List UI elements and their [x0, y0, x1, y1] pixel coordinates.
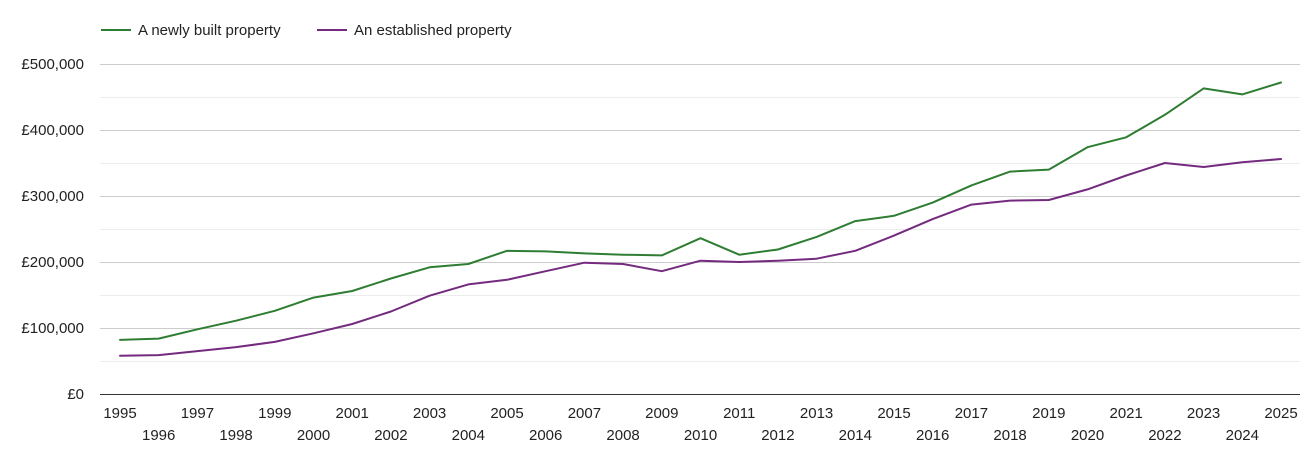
x-tick-label: 2016: [916, 427, 949, 444]
legend-label-established: An established property: [354, 22, 512, 39]
x-tick-label: 2024: [1226, 427, 1259, 444]
x-tick-label: 2017: [955, 405, 988, 422]
x-tick-label: 2019: [1032, 405, 1065, 422]
x-tick-label: 1997: [181, 405, 214, 422]
x-tick-label: 2011: [723, 405, 755, 422]
x-tick-label: 2002: [374, 427, 407, 444]
y-axis-ticks: £0 £100,000 £200,000 £300,000 £400,000 £500,0…: [21, 56, 84, 403]
x-tick-label: 2021: [1110, 405, 1143, 422]
x-tick-label: 2025: [1264, 405, 1297, 422]
series-line-new-build: [119, 81, 1282, 341]
x-tick-label: 1998: [219, 427, 252, 444]
x-axis-ticks: 1995 1996 1997 1998 1999 2000 2001 2002 2003 2004…: [103, 405, 1297, 444]
y-tick-label: £300,000: [21, 188, 84, 205]
x-tick-label: 2014: [839, 427, 872, 444]
x-tick-label: 2009: [645, 405, 678, 422]
y-tick-label: £400,000: [21, 122, 84, 139]
x-tick-label: 2005: [490, 405, 523, 422]
x-tick-label: 2006: [529, 427, 562, 444]
x-tick-label: 2015: [877, 405, 910, 422]
x-tick-label: 2003: [413, 405, 446, 422]
x-tick-label: 2018: [993, 427, 1026, 444]
series-lines: [119, 81, 1282, 357]
legend: A newly built property An established pr…: [101, 22, 512, 39]
x-tick-label: 1995: [103, 405, 136, 422]
legend-label-new-build: A newly built property: [138, 22, 281, 39]
x-tick-label: 2023: [1187, 405, 1220, 422]
x-tick-label: 2013: [800, 405, 833, 422]
y-tick-label: £0: [67, 386, 84, 403]
x-tick-label: 2022: [1148, 427, 1181, 444]
x-tick-label: 2001: [336, 405, 369, 422]
x-tick-label: 2020: [1071, 427, 1104, 444]
x-tick-label: 2012: [761, 427, 794, 444]
gridlines: [100, 64, 1300, 395]
x-tick-label: 1999: [258, 405, 291, 422]
x-tick-label: 2000: [297, 427, 330, 444]
x-tick-label: 2010: [684, 427, 717, 444]
y-tick-label: £500,000: [21, 56, 84, 73]
x-tick-label: 2008: [606, 427, 639, 444]
x-tick-label: 2004: [452, 427, 485, 444]
y-tick-label: £200,000: [21, 254, 84, 271]
x-tick-label: 1996: [142, 427, 175, 444]
series-line-established: [119, 158, 1282, 357]
y-tick-label: £100,000: [21, 320, 84, 337]
x-tick-label: 2007: [568, 405, 601, 422]
